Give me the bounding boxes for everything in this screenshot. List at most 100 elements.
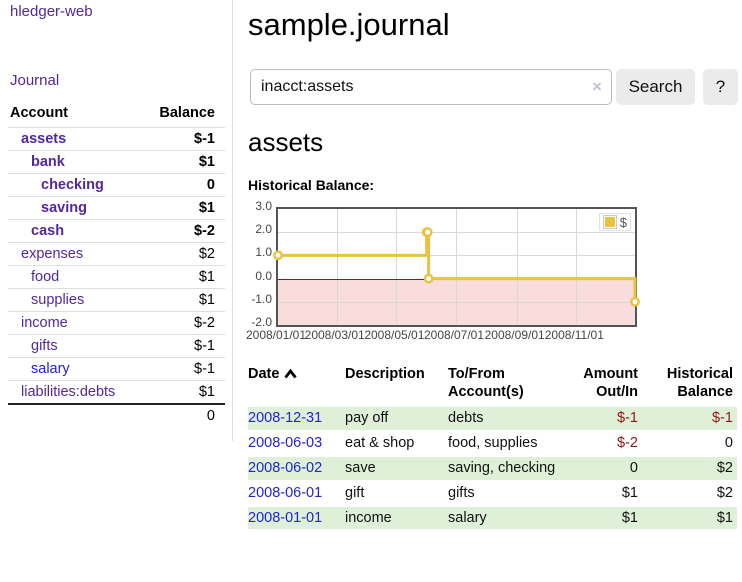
- account-balance: $-2: [141, 219, 225, 243]
- account-row: checking 0: [8, 173, 225, 197]
- account-row: assets $-1: [8, 127, 225, 151]
- account-balance: $1: [141, 196, 225, 220]
- brand-link[interactable]: hledger-web: [10, 3, 93, 20]
- account-balance: $1: [141, 380, 225, 404]
- register-date-link[interactable]: 2008-06-02: [248, 459, 323, 476]
- x-axis-tick-label: 2008/01/01: [245, 328, 307, 342]
- sidebar-account-link-cash[interactable]: cash: [31, 223, 65, 239]
- account-balance: 0: [141, 173, 225, 197]
- accounts-header-row: Account Balance: [8, 101, 225, 128]
- register-header-account: To/From Account(s): [448, 366, 524, 401]
- register-header-row: Date Description To/From Account(s) Amou…: [248, 365, 737, 405]
- register-description: pay off: [345, 407, 448, 431]
- search-input[interactable]: [250, 69, 612, 105]
- sidebar-account-link-supplies[interactable]: supplies: [31, 292, 85, 308]
- register-date-link[interactable]: 2008-06-03: [248, 435, 323, 452]
- sidebar-account-link-saving[interactable]: saving: [41, 200, 87, 216]
- x-axis-tick-label: 2008/07/01: [423, 328, 485, 342]
- accounts-total-value: 0: [141, 403, 225, 427]
- account-balance: $2: [141, 242, 225, 266]
- register-header-description: Description: [345, 366, 425, 382]
- register-amount: $1: [560, 506, 642, 530]
- legend-swatch-icon: [602, 215, 617, 229]
- chart-plot-area: $: [273, 207, 640, 327]
- register-row: 2008-01-01 income salary $1 $1: [248, 506, 737, 530]
- legend-label: $: [619, 214, 627, 230]
- account-row: saving $1: [8, 196, 225, 220]
- register-balance: $2: [716, 484, 733, 501]
- account-balance: $-1: [141, 357, 225, 381]
- y-axis-tick-label: 3.0: [255, 199, 272, 213]
- account-balance: $-1: [141, 127, 225, 151]
- register-description: gift: [345, 484, 365, 501]
- chart-line-series: [273, 227, 640, 307]
- account-balance: $-2: [141, 311, 225, 335]
- account-row: liabilities:debts $1: [8, 380, 225, 404]
- register-accounts: salary: [448, 506, 560, 530]
- register-balance: $-1: [642, 407, 737, 431]
- register-row: 2008-06-03 eat & shop food, supplies $-2 0: [248, 432, 737, 455]
- account-row: supplies $1: [8, 288, 225, 312]
- register-row: 2008-06-02 save saving, checking 0 $2: [248, 456, 737, 480]
- register-amount: 0: [560, 456, 642, 480]
- register-description: save: [345, 456, 448, 480]
- register-accounts: saving, checking: [448, 456, 560, 480]
- account-row: food $1: [8, 265, 225, 289]
- account-balance: $-1: [141, 334, 225, 358]
- sidebar-account-link-expenses[interactable]: expenses: [21, 246, 84, 262]
- x-axis-tick-label: 2008/09/01: [484, 328, 545, 342]
- sidebar: hledger-web Journal Account Balance asse…: [0, 0, 233, 441]
- account-row: income $-2: [8, 311, 225, 335]
- chart-section-label: Historical Balance:: [248, 177, 375, 193]
- register-description: income: [345, 506, 448, 530]
- y-axis-tick-label: -2.0: [251, 315, 272, 329]
- register-balance: 0: [724, 435, 733, 452]
- accounts-header-balance: Balance: [159, 105, 215, 121]
- register-row: 2008-12-31 pay off debts $-1 $-1: [248, 407, 737, 431]
- clear-search-icon[interactable]: ×: [592, 77, 602, 96]
- register-description: eat & shop: [345, 435, 415, 452]
- sidebar-account-link-checking[interactable]: checking: [41, 177, 104, 193]
- sidebar-account-link-gifts[interactable]: gifts: [31, 338, 58, 354]
- register-date-link[interactable]: 2008-06-01: [248, 484, 323, 501]
- register-amount: $-2: [617, 435, 638, 452]
- account-row: bank $1: [8, 150, 225, 174]
- sidebar-account-link-salary[interactable]: salary: [31, 361, 70, 377]
- register-amount: $1: [621, 484, 638, 501]
- accounts-total-row: 0: [8, 403, 225, 427]
- account-row: expenses $2: [8, 242, 225, 266]
- sidebar-account-link-assets[interactable]: assets: [21, 131, 67, 147]
- account-balance: $1: [141, 288, 225, 312]
- page-title: sample.journal: [248, 7, 450, 42]
- sidebar-account-link-income[interactable]: income: [21, 315, 68, 331]
- register-header-date[interactable]: Date: [248, 365, 345, 405]
- account-title: assets: [248, 127, 324, 157]
- x-axis-tick-label: 2008/05/01: [364, 328, 425, 342]
- balance-chart: $ 3.0 2.0 1.0 0.0 -1.0 -2.0 2008/01/01 2008/03…: [246, 199, 686, 350]
- x-axis-tick-label: 2008/03/01: [304, 328, 365, 342]
- register-accounts: debts: [448, 407, 560, 431]
- accounts-header-account: Account: [10, 105, 68, 121]
- account-row: gifts $-1: [8, 334, 225, 358]
- register-date-link[interactable]: 2008-01-01: [248, 509, 323, 526]
- register-accounts: food, supplies: [448, 435, 538, 452]
- account-balance: $1: [141, 265, 225, 289]
- y-axis-tick-label: 2.0: [255, 222, 272, 237]
- sidebar-account-link-liabilities-debts[interactable]: liabilities:debts: [21, 384, 116, 400]
- register-balance: $1: [642, 506, 737, 530]
- register-accounts: gifts: [448, 484, 475, 501]
- register-amount: $-1: [560, 407, 642, 431]
- y-axis-tick-label: -1.0: [251, 291, 272, 306]
- account-row: salary $-1: [8, 357, 225, 381]
- sort-ascending-icon: [284, 368, 298, 379]
- register-header-balance: Historical Balance: [666, 366, 733, 401]
- sidebar-account-link-bank[interactable]: bank: [31, 154, 65, 170]
- sidebar-account-link-food[interactable]: food: [31, 269, 60, 285]
- register-date-link[interactable]: 2008-12-31: [248, 410, 323, 427]
- account-balance: $1: [141, 150, 225, 174]
- search-button[interactable]: Search: [616, 69, 695, 105]
- sidebar-item-journal[interactable]: Journal: [10, 72, 60, 89]
- register-header-amount: Amount Out/In: [583, 366, 638, 401]
- help-button[interactable]: ?: [703, 69, 738, 105]
